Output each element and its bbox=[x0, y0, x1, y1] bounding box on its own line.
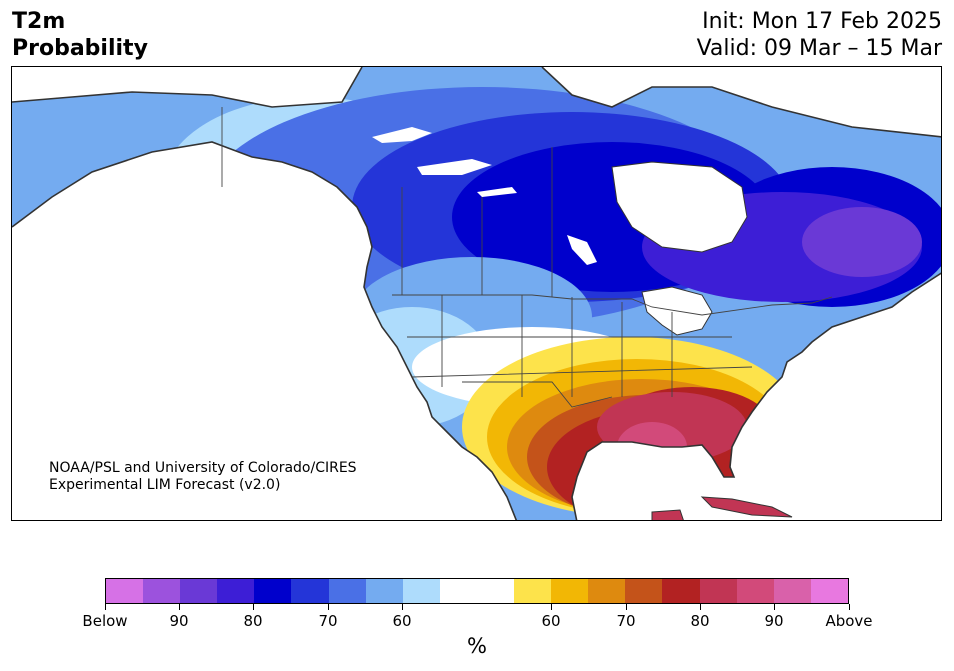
colorbar-tick-label: 70 bbox=[616, 612, 636, 630]
colorbar-tick-label: 80 bbox=[243, 612, 263, 630]
coastline bbox=[12, 67, 941, 520]
product-title: Probability bbox=[12, 36, 148, 61]
credit-line-2: Experimental LIM Forecast (v2.0) bbox=[49, 477, 281, 493]
colorbar-tick bbox=[179, 604, 180, 610]
variable-title: T2m bbox=[12, 9, 66, 34]
colorbar-segment bbox=[143, 579, 181, 603]
colorbar-tick-label: 60 bbox=[392, 612, 412, 630]
colorbar-unit: % bbox=[467, 634, 487, 658]
date-block: Init: Mon 17 Feb 2025 Valid: 09 Mar – 15… bbox=[697, 8, 942, 62]
cuba bbox=[700, 496, 793, 518]
colorbar-tick-label: Above bbox=[825, 612, 873, 630]
lake-winnipeg bbox=[567, 235, 597, 265]
colorbar-segment bbox=[551, 579, 589, 603]
valid-range: Valid: 09 Mar – 15 Mar bbox=[696, 36, 942, 61]
colorbar-tick bbox=[626, 604, 627, 610]
colorbar-segment bbox=[625, 579, 663, 603]
map-frame bbox=[11, 66, 942, 521]
political-borders bbox=[221, 107, 833, 408]
colorbar-tick-label: Below bbox=[82, 612, 128, 630]
colorbar-segment bbox=[662, 579, 700, 603]
colorbar-tick-label: 80 bbox=[690, 612, 710, 630]
colorbar-tick-label: 60 bbox=[541, 612, 561, 630]
colorbar-tick bbox=[253, 604, 254, 610]
colorbar-segment bbox=[810, 579, 848, 603]
colorbar-tick bbox=[402, 604, 403, 610]
title-block: T2m Probability bbox=[12, 8, 148, 62]
probability-fill bbox=[12, 67, 941, 520]
colorbar-segment bbox=[328, 579, 366, 603]
colorbar-segment bbox=[217, 579, 255, 603]
credit-block: NOAA/PSL and University of Colorado/CIRE… bbox=[49, 460, 357, 494]
colorbar-segment bbox=[588, 579, 626, 603]
colorbar-segment bbox=[180, 579, 218, 603]
colorbar-tick bbox=[774, 604, 775, 610]
init-date: Init: Mon 17 Feb 2025 bbox=[702, 9, 942, 34]
yucatan bbox=[651, 509, 684, 520]
colorbar-segment bbox=[439, 579, 477, 603]
lake-great-slave bbox=[417, 159, 492, 175]
colorbar-tick bbox=[849, 604, 850, 610]
colorbar bbox=[105, 578, 849, 604]
colorbar-segment bbox=[402, 579, 440, 603]
lake-athabasca bbox=[477, 187, 517, 197]
colorbar-segment bbox=[106, 579, 144, 603]
probability-map bbox=[12, 67, 941, 520]
colorbar-tick bbox=[328, 604, 329, 610]
colorbar-segment bbox=[736, 579, 774, 603]
colorbar-segment bbox=[291, 579, 329, 603]
colorbar-segment bbox=[476, 579, 515, 603]
colorbar-tick-label: 70 bbox=[318, 612, 338, 630]
colorbar-segment bbox=[365, 579, 403, 603]
credit-line-1: NOAA/PSL and University of Colorado/CIRE… bbox=[49, 460, 357, 476]
lake-great-bear bbox=[372, 127, 432, 143]
colorbar-segment bbox=[514, 579, 552, 603]
hudson-bay bbox=[611, 161, 748, 253]
colorbar-tick bbox=[700, 604, 701, 610]
colorbar-tick-label: 90 bbox=[169, 612, 189, 630]
colorbar-tick-label: 90 bbox=[764, 612, 784, 630]
colorbar-segment bbox=[254, 579, 292, 603]
colorbar-tick bbox=[105, 604, 106, 610]
colorbar-segment bbox=[773, 579, 811, 603]
colorbar-segment bbox=[699, 579, 737, 603]
colorbar-tick bbox=[551, 604, 552, 610]
